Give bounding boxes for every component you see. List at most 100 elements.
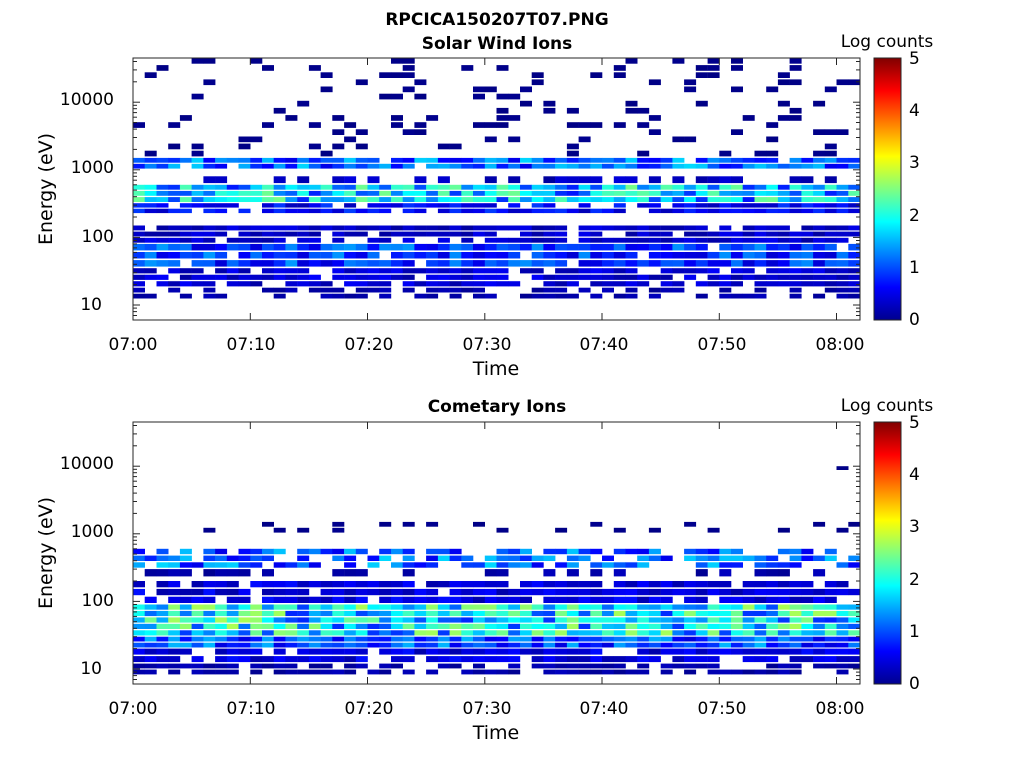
heatmap-cell — [426, 225, 439, 231]
heatmap-cell — [391, 656, 403, 663]
heatmap-cells — [133, 466, 861, 675]
heatmap-cell — [473, 610, 485, 617]
heatmap-cell — [285, 287, 298, 293]
heatmap-cell — [754, 237, 767, 243]
heatmap-cell — [344, 648, 357, 655]
heatmap-cell — [613, 184, 626, 190]
heatmap-cell — [414, 596, 427, 603]
heatmap-cell — [238, 143, 251, 150]
heatmap-cell — [308, 642, 321, 648]
heatmap-cell — [426, 648, 439, 655]
heatmap-cell — [297, 197, 310, 202]
heatmap-cell — [719, 617, 732, 623]
heatmap-cell — [813, 203, 826, 208]
heatmap-cell — [848, 274, 861, 280]
heatmap-cell — [308, 157, 321, 163]
heatmap-cell — [250, 243, 263, 251]
heatmap-cell — [215, 231, 228, 237]
heatmap-cell — [344, 176, 357, 184]
heatmap-cell — [637, 636, 650, 642]
heatmap-cell — [285, 562, 298, 568]
heatmap-cell — [766, 203, 779, 208]
heatmap-cell — [695, 163, 708, 169]
heatmap-cell — [133, 268, 145, 274]
heatmap-cell — [602, 596, 614, 603]
heatmap-cell — [191, 225, 204, 231]
heatmap-cell — [660, 630, 673, 636]
heatmap-cell — [144, 636, 157, 642]
heatmap-cell — [308, 287, 321, 293]
heatmap-cell — [660, 588, 673, 596]
heatmap-cell — [285, 588, 298, 596]
heatmap-cell — [203, 569, 216, 577]
heatmap-cell — [848, 281, 861, 287]
heatmap-cell — [226, 157, 239, 163]
heatmap-cell — [813, 268, 826, 274]
heatmap-cell — [285, 642, 298, 648]
heatmap-cell — [484, 630, 497, 636]
heatmap-cell — [637, 562, 650, 568]
heatmap-cell — [824, 176, 837, 184]
heatmap-cell — [824, 581, 837, 588]
heatmap-cell — [695, 65, 708, 71]
heatmap-cell — [226, 197, 239, 202]
heatmap-cell — [402, 190, 415, 196]
heatmap-cell — [285, 630, 298, 636]
heatmap-cell — [648, 184, 661, 190]
heatmap-cell — [754, 669, 767, 675]
heatmap-cell — [625, 656, 638, 663]
heatmap-cell — [496, 184, 509, 190]
heatmap-cell — [238, 252, 251, 259]
heatmap-cell — [602, 184, 614, 190]
heatmap-cell — [496, 243, 509, 251]
heatmap-cell — [332, 623, 345, 629]
heatmap-cell — [836, 648, 849, 655]
heatmap-cell — [766, 163, 779, 169]
heatmap-cell — [344, 623, 357, 629]
heatmap-cell — [766, 252, 779, 259]
heatmap-cell — [613, 243, 626, 251]
heatmap-cell — [566, 623, 579, 629]
heatmap-cell — [684, 237, 697, 243]
heatmap-cell — [473, 157, 485, 163]
heatmap-cell — [766, 617, 779, 623]
heatmap-cell — [191, 268, 204, 274]
heatmap-cell — [473, 225, 485, 231]
heatmap-cell — [590, 225, 603, 231]
heatmap-cell — [355, 281, 368, 287]
heatmap-cell — [414, 122, 427, 128]
heatmap-cell — [262, 184, 274, 190]
heatmap-cell — [332, 143, 345, 150]
heatmap-cell — [484, 581, 497, 588]
heatmap-cell — [824, 150, 837, 157]
heatmap-cell — [566, 163, 579, 169]
heatmap-cell — [766, 122, 779, 128]
heatmap-cell — [520, 555, 532, 561]
heatmap-cell — [590, 122, 603, 128]
heatmap-cell — [144, 630, 157, 636]
heatmap-cell — [484, 122, 497, 128]
heatmap-cell — [332, 163, 345, 169]
heatmap-cell — [168, 122, 181, 128]
heatmap-cell — [789, 203, 802, 208]
heatmap-cell — [637, 588, 650, 596]
heatmap-cell — [215, 623, 228, 629]
heatmap-cell — [308, 648, 321, 655]
heatmap-cell — [848, 197, 861, 202]
heatmap-cell — [719, 231, 732, 237]
heatmap-cell — [801, 252, 814, 259]
heatmap-cell — [625, 100, 638, 107]
heatmap-cell — [179, 562, 192, 568]
heatmap-cell — [379, 617, 392, 623]
heatmap-cell — [719, 252, 732, 259]
x-tick-label: 07:10 — [227, 335, 276, 355]
heatmap-cell — [684, 521, 697, 527]
heatmap-cell — [613, 562, 626, 568]
heatmap-cell — [484, 208, 497, 214]
heatmap-cell — [297, 604, 310, 610]
heatmap-cell — [824, 623, 837, 629]
heatmap-cell — [590, 197, 603, 202]
heatmap-cell — [719, 623, 732, 629]
heatmap-cell — [660, 610, 673, 617]
heatmap-cell — [766, 136, 779, 143]
